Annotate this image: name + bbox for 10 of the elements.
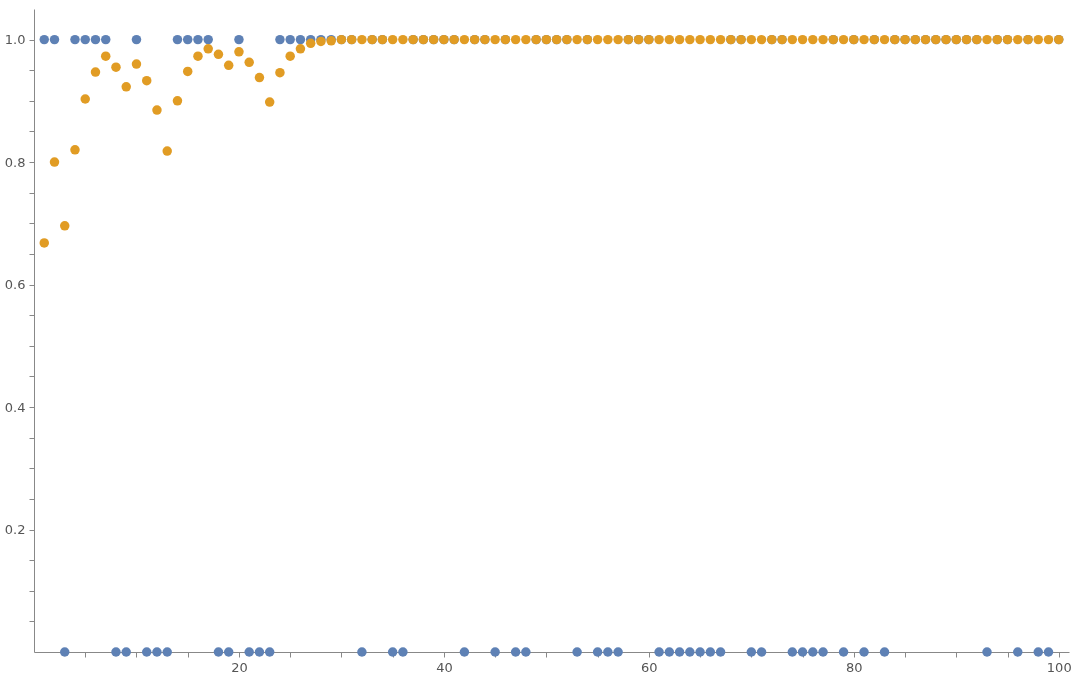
x-tick-label: 40: [436, 659, 453, 675]
y-tick-label: 1.0: [4, 32, 26, 48]
x-tick-label: 60: [641, 659, 658, 675]
y-tick-label: 0.8: [4, 154, 26, 170]
y-tick-label: 0.2: [4, 522, 26, 538]
x-tick-label: 80: [846, 659, 863, 675]
x-tick-label: 100: [1046, 659, 1072, 675]
x-tick-label: 20: [231, 659, 248, 675]
y-tick-label: 0.4: [4, 399, 26, 415]
y-tick-label: 0.6: [4, 277, 26, 293]
